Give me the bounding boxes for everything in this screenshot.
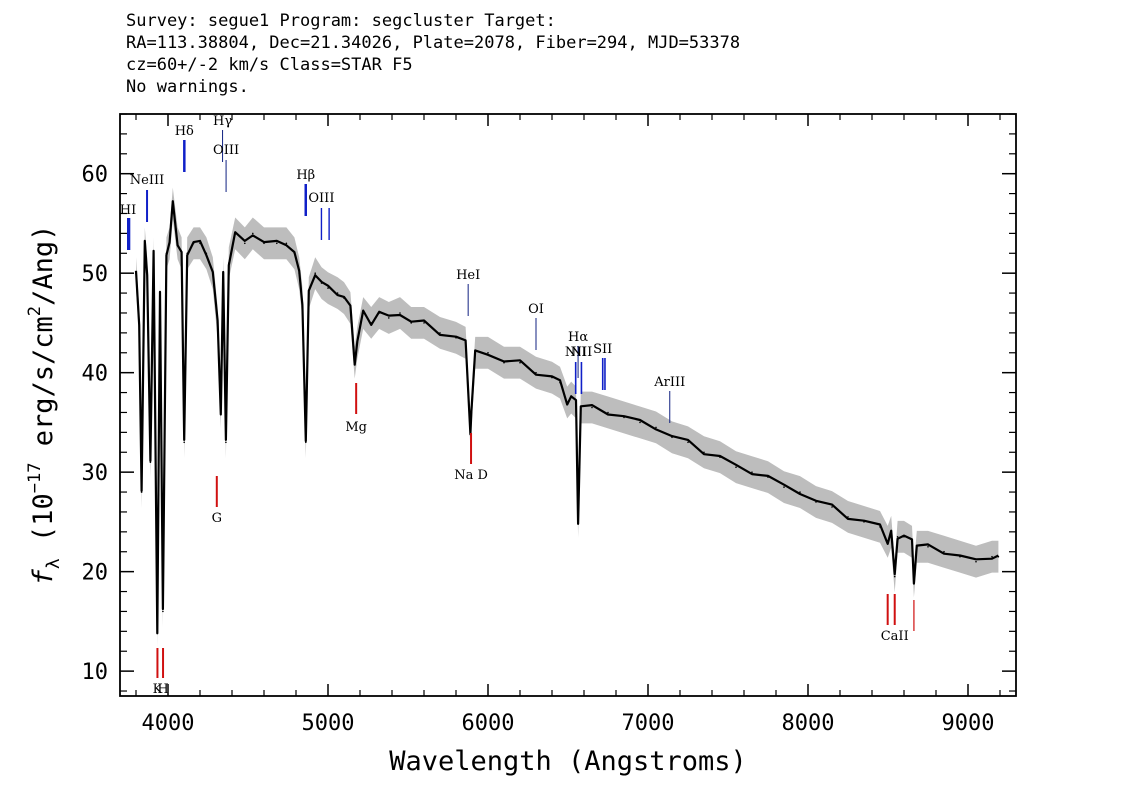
emission-line-label: OIII xyxy=(213,143,239,158)
redshift-class-line: cz=60+/-2 km/s Class=STAR F5 xyxy=(126,55,413,75)
warnings-line: No warnings. xyxy=(126,77,249,97)
spectrum-point xyxy=(927,546,929,548)
plot-frame xyxy=(119,113,1017,697)
spectrum-point xyxy=(687,441,689,444)
x-tick-label: 7000 xyxy=(622,711,675,736)
spectrum-point xyxy=(783,486,785,488)
x-tick-label: 8000 xyxy=(782,711,835,736)
emission-line-label: HeI xyxy=(456,268,480,283)
emission-line-label: Hα xyxy=(568,330,588,345)
emission-line-label: Hβ xyxy=(296,168,315,183)
spectrum-point xyxy=(519,361,521,364)
spectrum-point xyxy=(244,242,246,245)
spectrum-point xyxy=(276,242,278,245)
y-tick-label: 60 xyxy=(82,163,109,188)
x-tick-label: 9000 xyxy=(942,711,995,736)
emission-line-label: Hδ xyxy=(175,124,194,139)
spectrum-point xyxy=(423,322,425,324)
axis-ticks: 4000 5000 6000 7000 8000 9000 10 20 30 40 50 60 xyxy=(82,113,1016,736)
spectrum-point xyxy=(225,441,227,444)
absorption-line-label: G xyxy=(212,511,222,526)
spectrum-point xyxy=(655,426,657,429)
error-band xyxy=(135,187,1000,648)
emission-line-label: SII xyxy=(593,342,612,357)
emission-line-label: OIII xyxy=(308,191,334,206)
spectrum-header: Survey: segue1 Program: segcluster Targe… xyxy=(126,10,740,98)
coordinates-line: RA=113.38804, Dec=21.34026, Plate=2078, … xyxy=(126,33,741,53)
spectrum-point xyxy=(991,555,993,558)
spectrum-point xyxy=(639,421,641,424)
spectrum-point xyxy=(943,550,945,553)
emission-line-label: HI xyxy=(120,203,136,218)
spectrum-point xyxy=(591,406,593,409)
emission-line-label: NeIII xyxy=(130,173,164,188)
spectrum-point xyxy=(607,411,609,414)
y-tick-label: 20 xyxy=(82,561,109,586)
y-tick-label: 40 xyxy=(82,362,109,387)
spectrum-point xyxy=(831,506,833,508)
error-band-area xyxy=(136,187,999,648)
y-tick-label: 30 xyxy=(82,461,109,486)
spectrum-point xyxy=(162,610,164,613)
spectrum-point xyxy=(183,441,185,444)
spectrum-point xyxy=(735,466,737,469)
emission-line-label: NII xyxy=(571,345,593,360)
survey-line: Survey: segue1 Program: segcluster Targe… xyxy=(126,11,556,31)
y-axis-label: fλ (10−17 erg/s/cm2/Ang) xyxy=(25,225,64,586)
y-label-symbol: f xyxy=(28,568,59,585)
spectrum-point xyxy=(252,232,254,235)
emission-line-label: Hγ xyxy=(213,114,232,129)
spectrum-point xyxy=(975,560,977,563)
x-axis-label: Wavelength (Angstroms) xyxy=(389,746,747,777)
absorption-line-label: Mg xyxy=(345,420,367,435)
spectrum-point xyxy=(893,575,896,578)
spectrum-point xyxy=(388,317,390,319)
spectrum-point xyxy=(314,272,317,275)
absorption-line-label: K xyxy=(153,682,163,697)
spectrum-point xyxy=(327,287,329,289)
y-tick-label: 10 xyxy=(82,660,109,685)
x-tick-label: 4000 xyxy=(142,711,195,736)
absorption-line-label: Na D xyxy=(454,468,488,483)
emission-line-label: OI xyxy=(528,302,544,317)
spectrum-point xyxy=(896,536,899,538)
emission-line-label: ArIII xyxy=(653,375,685,390)
x-tick-label: 6000 xyxy=(462,711,515,736)
spectrum-point xyxy=(399,312,401,314)
spectrum-point xyxy=(285,242,288,245)
absorption-line-label: CaII xyxy=(881,629,909,644)
spectrum-line xyxy=(134,200,999,635)
svg-text:fλ (10−17 erg/s/cm2/Ang): fλ (10−17 erg/s/cm2/Ang) xyxy=(25,225,64,586)
x-tick-label: 5000 xyxy=(302,711,355,736)
y-tick-label: 50 xyxy=(82,262,109,287)
spectrum-point xyxy=(487,352,489,354)
absorption-line-label: H xyxy=(157,682,168,697)
emission-line-label: NII xyxy=(565,345,587,360)
